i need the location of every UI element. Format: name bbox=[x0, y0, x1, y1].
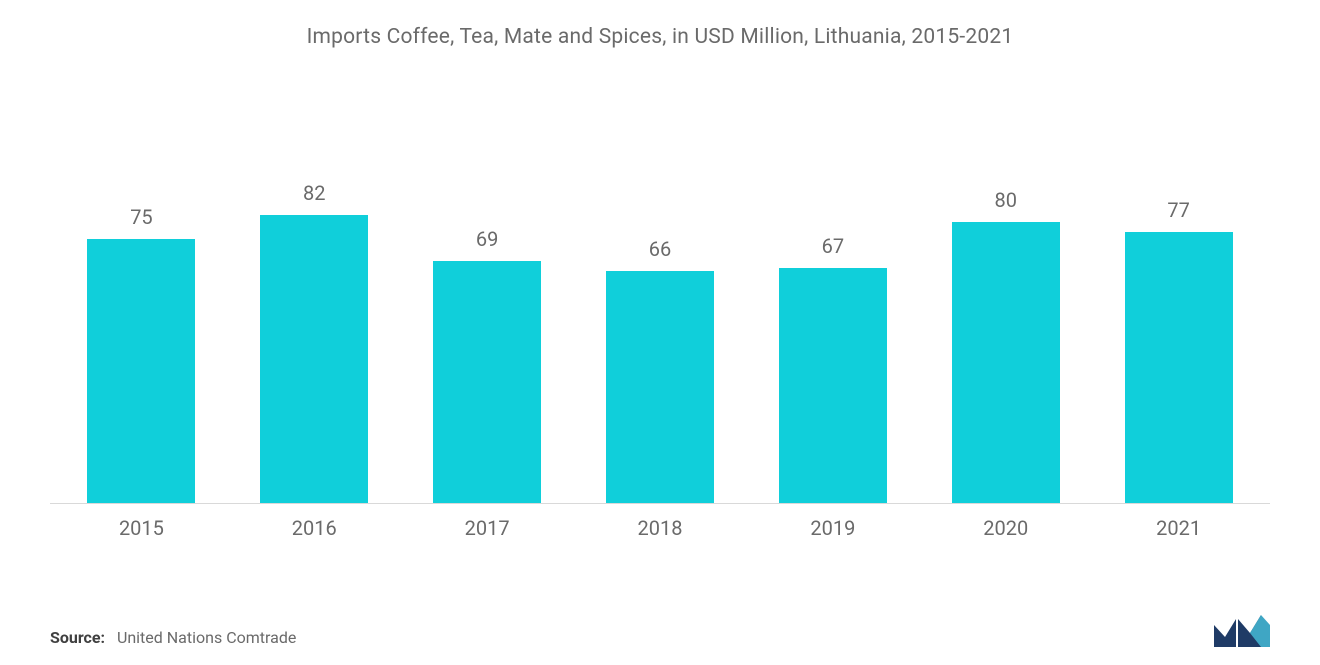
chart-footer: Source: United Nations Comtrade bbox=[50, 611, 1270, 647]
bar-value-label: 75 bbox=[130, 205, 152, 229]
bar-group: 80 bbox=[919, 134, 1092, 503]
chart-container: Imports Coffee, Tea, Mate and Spices, in… bbox=[0, 0, 1320, 665]
bar-value-label: 69 bbox=[476, 227, 498, 251]
x-axis-label: 2019 bbox=[746, 516, 919, 540]
bar-value-label: 77 bbox=[1167, 198, 1189, 222]
bar bbox=[260, 215, 368, 503]
bar-group: 69 bbox=[401, 134, 574, 503]
x-axis-label: 2018 bbox=[574, 516, 747, 540]
x-axis-label: 2015 bbox=[55, 516, 228, 540]
bar bbox=[87, 239, 195, 503]
bars-row: 75 82 69 66 67 80 77 bbox=[50, 134, 1270, 504]
bar bbox=[433, 261, 541, 503]
bar-group: 75 bbox=[55, 134, 228, 503]
source-label: Source: bbox=[50, 628, 105, 647]
source-value: United Nations Comtrade bbox=[117, 628, 296, 647]
mordor-logo-icon bbox=[1214, 611, 1270, 647]
plot-area: 75826966678077 2015201620172018201920202… bbox=[50, 134, 1270, 504]
bar-value-label: 80 bbox=[994, 188, 1016, 212]
bar bbox=[606, 271, 714, 503]
x-axis-label: 2016 bbox=[228, 516, 401, 540]
bar-value-label: 67 bbox=[822, 234, 844, 258]
x-axis-label: 2021 bbox=[1092, 516, 1265, 540]
bar bbox=[1125, 232, 1233, 503]
source-text bbox=[109, 628, 117, 647]
bar-group: 82 bbox=[228, 134, 401, 503]
chart-title: Imports Coffee, Tea, Mate and Spices, in… bbox=[50, 25, 1270, 49]
source-line: Source: United Nations Comtrade bbox=[50, 628, 296, 647]
bar-group: 77 bbox=[1092, 134, 1265, 503]
x-axis-label: 2017 bbox=[401, 516, 574, 540]
x-axis-label: 2020 bbox=[919, 516, 1092, 540]
bar-value-label: 82 bbox=[303, 181, 325, 205]
bar-value-label: 66 bbox=[649, 237, 671, 261]
bar-group: 67 bbox=[746, 134, 919, 503]
bar bbox=[779, 268, 887, 503]
bar-group: 66 bbox=[574, 134, 747, 503]
bar bbox=[952, 222, 1060, 503]
x-axis-labels: 2015201620172018201920202021 bbox=[50, 516, 1270, 540]
